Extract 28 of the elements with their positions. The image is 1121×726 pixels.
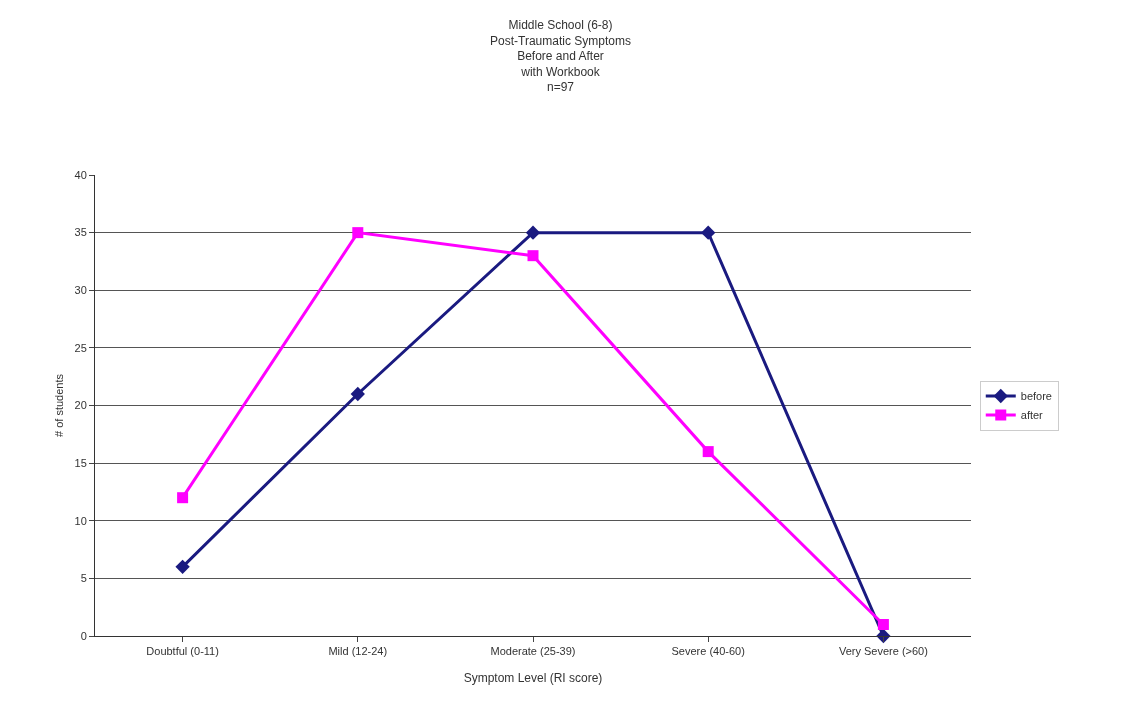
chart-title: Middle School (6-8) Post-Traumatic Symptoms Before and After with Workbook n=97 [490,18,631,95]
x-tick-label: Mild (12-24) [328,645,388,658]
y-tick-label: 40 [74,168,87,181]
y-tick-label: 20 [74,399,87,412]
y-tick-label: 10 [74,514,87,527]
point [701,225,716,240]
point [177,492,189,504]
y-axis-title: # of students [53,373,65,437]
y-tick-label: 35 [74,226,87,239]
point [702,446,714,458]
point [877,618,889,630]
point [352,227,364,239]
legend-label: after [1020,409,1044,422]
point [175,559,190,574]
y-tick-label: 15 [74,456,87,469]
y-tick-label: 30 [74,284,87,297]
y-tick-label: 5 [80,572,87,585]
x-axis-title: Symptom Level (RI score) [463,671,603,685]
y-tick-label: 0 [80,629,87,642]
x-tick-label: Doubtful (0-11) [146,645,219,658]
x-tick-label: Very Severe (>60) [838,645,928,658]
legend-label: before [1020,390,1052,403]
point [350,386,365,402]
x-tick-label: Severe (40-60) [671,645,745,658]
x-tick-label: Moderate (25-39) [490,645,576,658]
point [525,225,541,240]
point [527,250,539,262]
y-tick-label: 25 [74,341,87,354]
